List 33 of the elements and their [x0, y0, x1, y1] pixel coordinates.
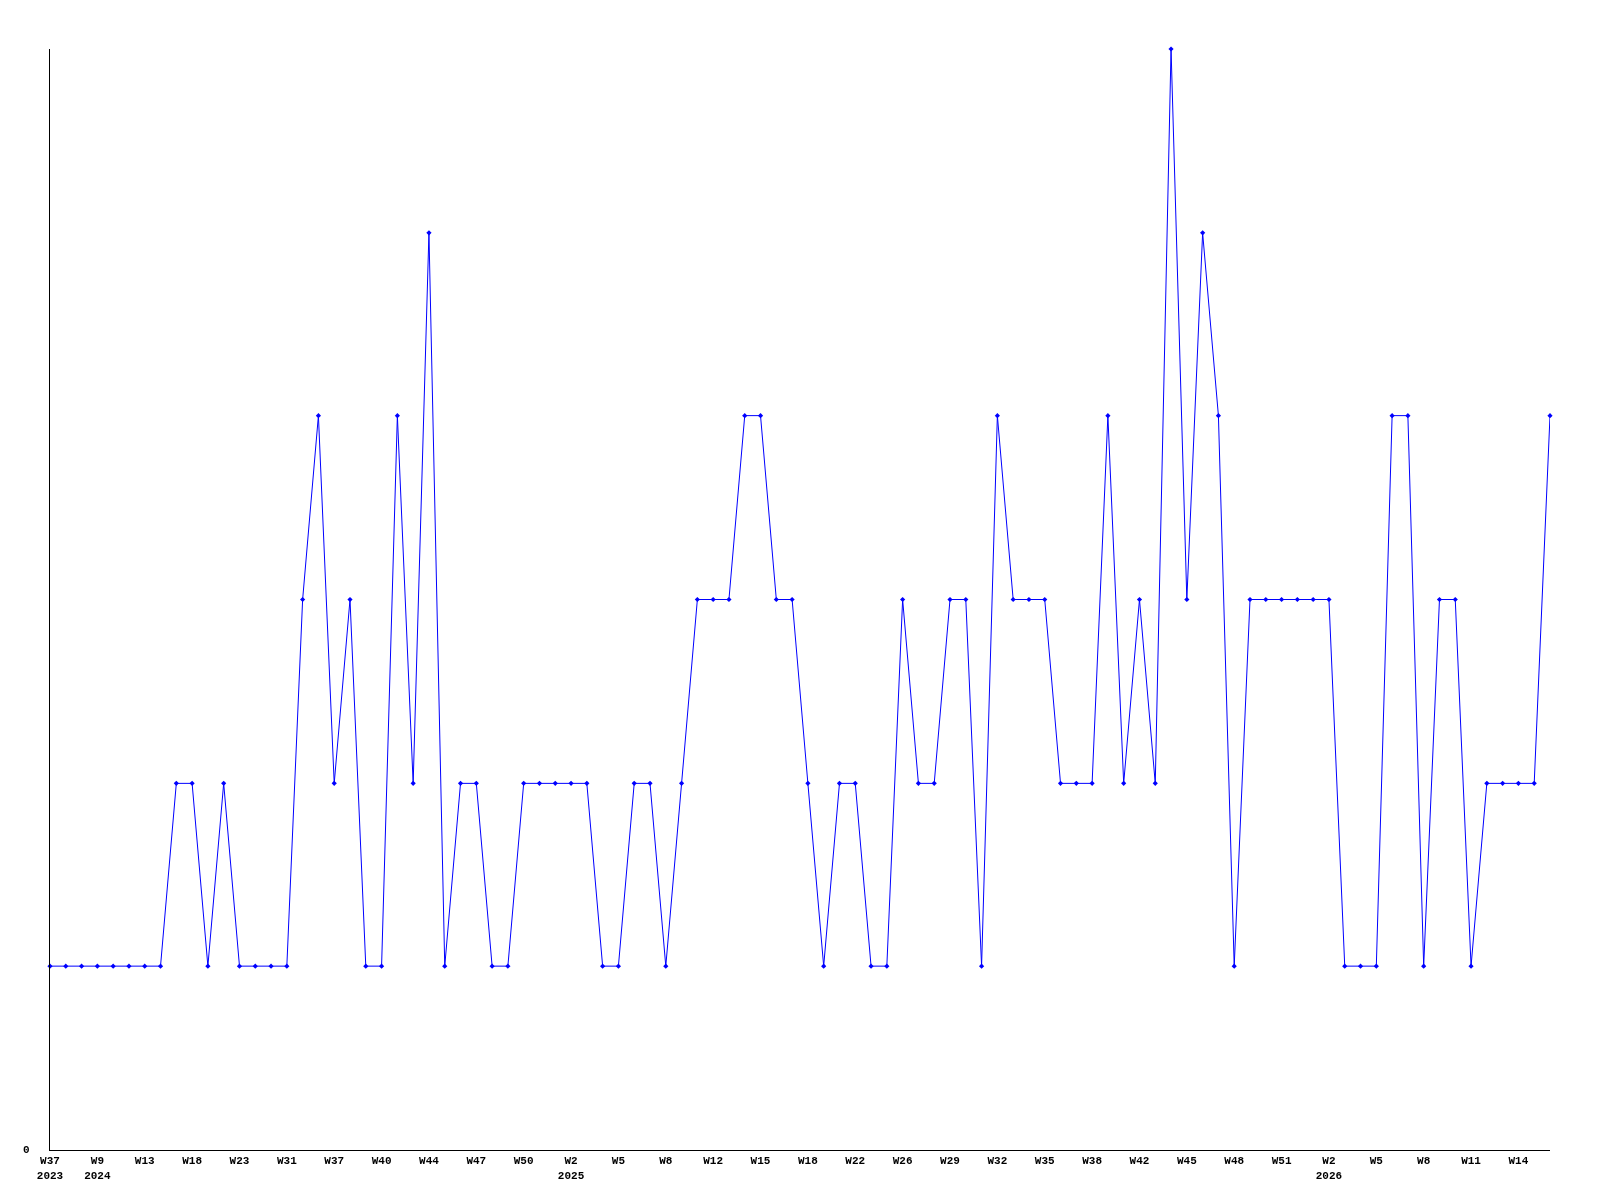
- x-tick-label: W40: [371, 1155, 392, 1168]
- x-tick-label: W29: [940, 1155, 960, 1168]
- x-tick-label: W44: [419, 1155, 440, 1168]
- x-tick-label: W18: [182, 1155, 203, 1168]
- x-tick-label: W26: [892, 1155, 913, 1168]
- x-tick-label: W12: [703, 1155, 724, 1168]
- x-tick-label: W35: [1034, 1155, 1056, 1168]
- x-tick-label: W14: [1508, 1155, 1529, 1168]
- x-tick-label: W15: [750, 1155, 771, 1168]
- x-tick-label: W13: [134, 1155, 156, 1168]
- x-tick-label: W47: [466, 1155, 487, 1168]
- x-tick-label: W50: [513, 1155, 534, 1168]
- x-tick-label: W45: [1176, 1155, 1198, 1168]
- x-tick-label: W2 2026: [1315, 1155, 1343, 1182]
- x-tick-label: W31: [276, 1155, 298, 1168]
- x-tick-label: W2 2025: [557, 1155, 585, 1182]
- x-tick-label: W5: [1369, 1155, 1384, 1168]
- x-tick-label: W8: [659, 1155, 673, 1168]
- x-tick-label: W8: [1417, 1155, 1431, 1168]
- x-tick-label: W48: [1224, 1155, 1245, 1168]
- x-tick-label: W32: [987, 1155, 1008, 1168]
- x-tick-label: W22: [845, 1155, 866, 1168]
- x-tick-label: W37 2023: [36, 1155, 64, 1182]
- x-tick-label: W51: [1271, 1155, 1292, 1168]
- x-tick-label: W9 2024: [84, 1155, 111, 1182]
- x-tick-label: W5: [611, 1155, 626, 1168]
- x-tick-label: W23: [229, 1155, 250, 1168]
- x-tick-label: W42: [1129, 1155, 1150, 1168]
- x-tick-label: W18: [797, 1155, 819, 1168]
- x-tick-label: W38: [1082, 1155, 1103, 1168]
- text: 0: [23, 1144, 30, 1156]
- x-tick-label: W37: [324, 1155, 345, 1168]
- x-tick-label: W11: [1461, 1155, 1482, 1168]
